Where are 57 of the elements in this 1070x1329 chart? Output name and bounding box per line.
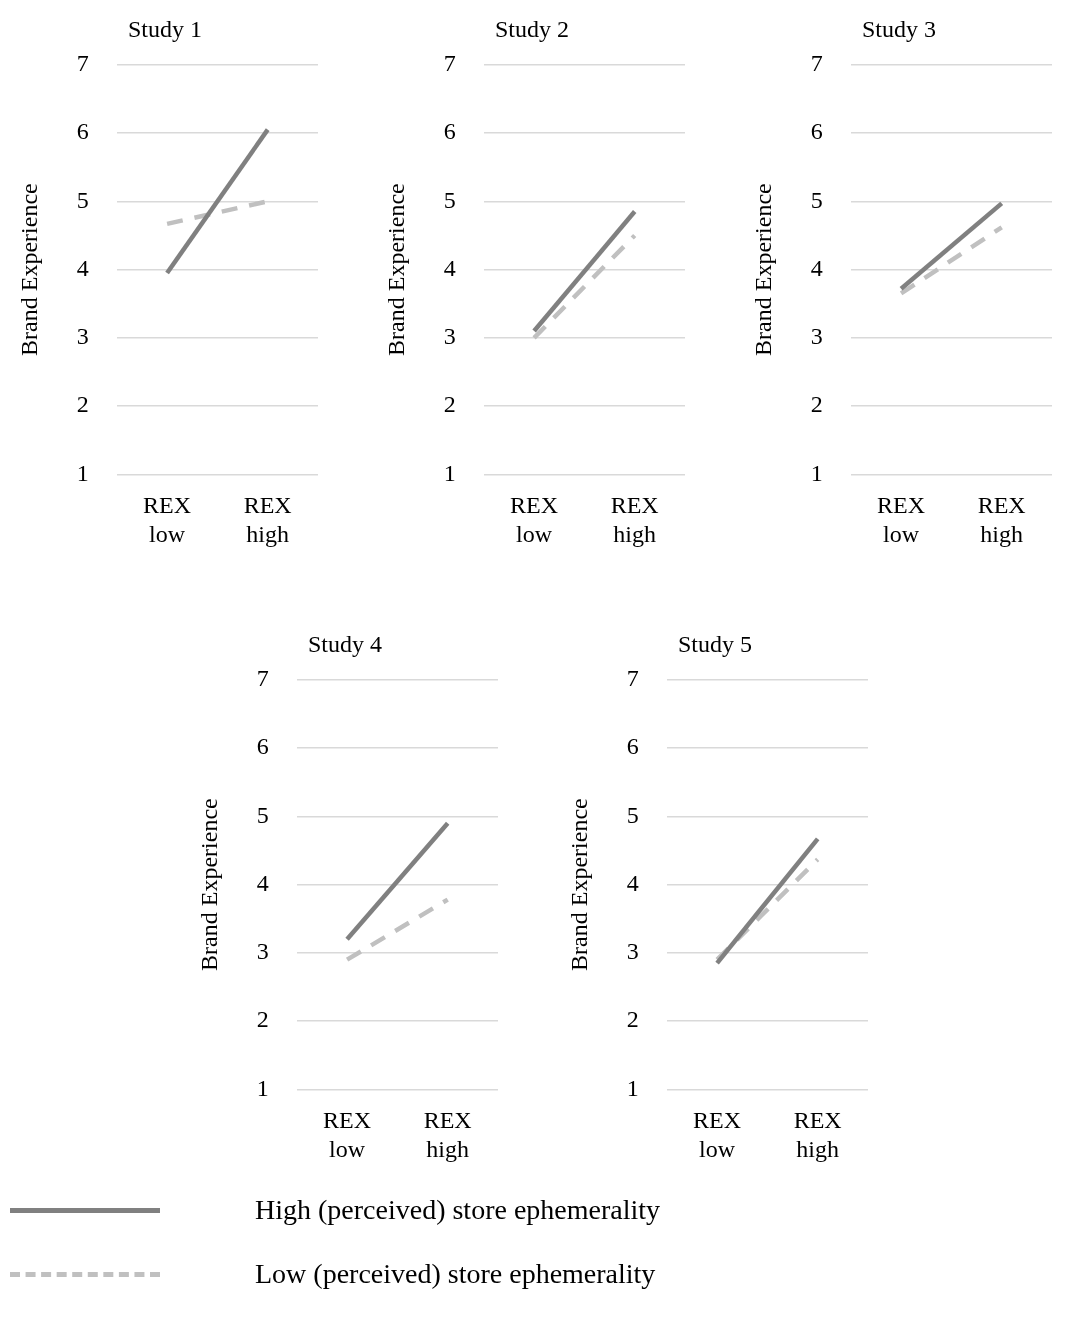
y-axis-title: Brand Experience: [382, 183, 409, 356]
x-tick-label: REX low: [510, 492, 559, 547]
y-tick-label: 2: [256, 1006, 269, 1033]
y-tick-label: 3: [810, 323, 823, 350]
y-tick-label: 7: [76, 50, 89, 77]
x-tick-label: REX low: [693, 1107, 742, 1162]
y-tick-label: 6: [76, 118, 89, 145]
x-tick-label: REX low: [323, 1107, 372, 1162]
y-axis-title: Brand Experience: [195, 798, 222, 971]
y-tick-label: 2: [626, 1006, 639, 1033]
y-tick-label: 6: [256, 733, 269, 760]
y-tick-label: 2: [76, 391, 89, 418]
text: Low (perceived) store ephemerality: [255, 1258, 656, 1290]
y-tick-label: 4: [256, 869, 269, 896]
y-tick-label: 4: [443, 254, 456, 281]
y-tick-label: 3: [626, 938, 639, 965]
y-tick-label: 5: [76, 186, 89, 213]
x-tick-label: REX high: [243, 492, 292, 547]
x-tick-label: REX high: [977, 492, 1026, 547]
y-tick-label: 1: [256, 1074, 269, 1101]
y-tick-label: 7: [443, 50, 456, 77]
y-tick-label: 6: [443, 118, 456, 145]
chart-title: Study 3: [861, 15, 937, 42]
y-tick-label: 1: [443, 459, 456, 486]
y-tick-label: 1: [810, 459, 823, 486]
y-tick-label: 5: [256, 801, 269, 828]
y-tick-label: 2: [810, 391, 823, 418]
y-tick-label: 7: [626, 665, 639, 692]
y-tick-label: 3: [443, 323, 456, 350]
y-tick-label: 6: [810, 118, 823, 145]
y-tick-label: 7: [810, 50, 823, 77]
y-tick-label: 5: [626, 801, 639, 828]
y-tick-label: 2: [443, 391, 456, 418]
y-tick-label: 1: [626, 1074, 639, 1101]
y-tick-label: 6: [626, 733, 639, 760]
y-tick-label: 1: [76, 459, 89, 486]
y-tick-label: 4: [76, 254, 89, 281]
y-tick-label: 5: [810, 186, 823, 213]
y-tick-label: 3: [256, 938, 269, 965]
x-tick-label: REX low: [877, 492, 926, 547]
chart-title: Study 1: [127, 15, 203, 42]
chart-title: Study 2: [494, 15, 570, 42]
x-tick-label: REX high: [610, 492, 659, 547]
x-tick-label: REX low: [143, 492, 192, 547]
y-tick-label: 4: [810, 254, 823, 281]
text: High (perceived) store ephemerality: [255, 1194, 661, 1226]
x-tick-label: REX high: [423, 1107, 472, 1162]
y-tick-label: 4: [626, 869, 639, 896]
y-axis-title: Brand Experience: [15, 183, 42, 356]
y-axis-title: Brand Experience: [749, 183, 776, 356]
y-tick-label: 5: [443, 186, 456, 213]
y-tick-label: 3: [76, 323, 89, 350]
y-axis-title: Brand Experience: [565, 798, 592, 971]
x-tick-label: REX high: [793, 1107, 842, 1162]
chart-title: Study 5: [677, 630, 753, 657]
chart-title: Study 4: [307, 630, 383, 657]
y-tick-label: 7: [256, 665, 269, 692]
